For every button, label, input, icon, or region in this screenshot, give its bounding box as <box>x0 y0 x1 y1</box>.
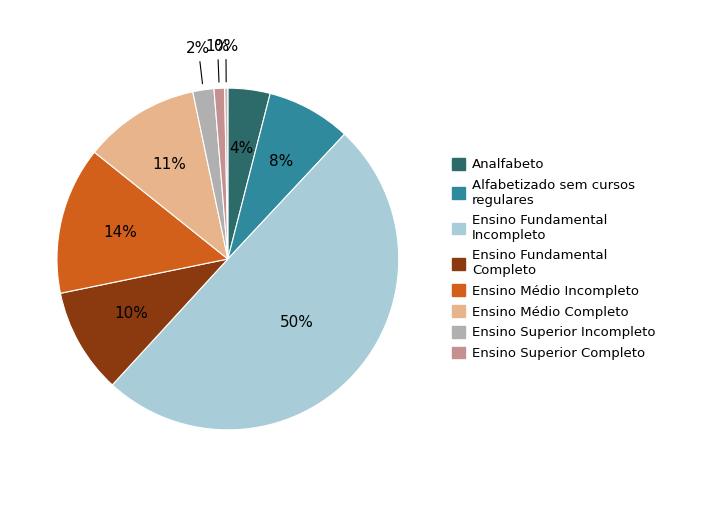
Wedge shape <box>228 93 345 259</box>
Wedge shape <box>95 92 228 259</box>
Text: 8%: 8% <box>269 154 293 169</box>
Wedge shape <box>61 259 228 385</box>
Wedge shape <box>193 89 228 259</box>
Text: 14%: 14% <box>103 225 137 240</box>
Wedge shape <box>224 88 228 259</box>
Text: 4%: 4% <box>229 141 254 156</box>
Wedge shape <box>57 152 228 293</box>
Wedge shape <box>214 88 228 259</box>
Wedge shape <box>228 88 271 259</box>
Text: 0%: 0% <box>214 39 238 82</box>
Legend: Analfabeto, Alfabetizado sem cursos
regulares, Ensino Fundamental
Incompleto, En: Analfabeto, Alfabetizado sem cursos regu… <box>448 154 659 364</box>
Text: 11%: 11% <box>153 157 187 172</box>
Text: 2%: 2% <box>187 41 211 84</box>
Text: 10%: 10% <box>114 306 148 321</box>
Wedge shape <box>112 134 399 430</box>
Text: 50%: 50% <box>280 315 314 330</box>
Text: 1%: 1% <box>206 39 230 82</box>
